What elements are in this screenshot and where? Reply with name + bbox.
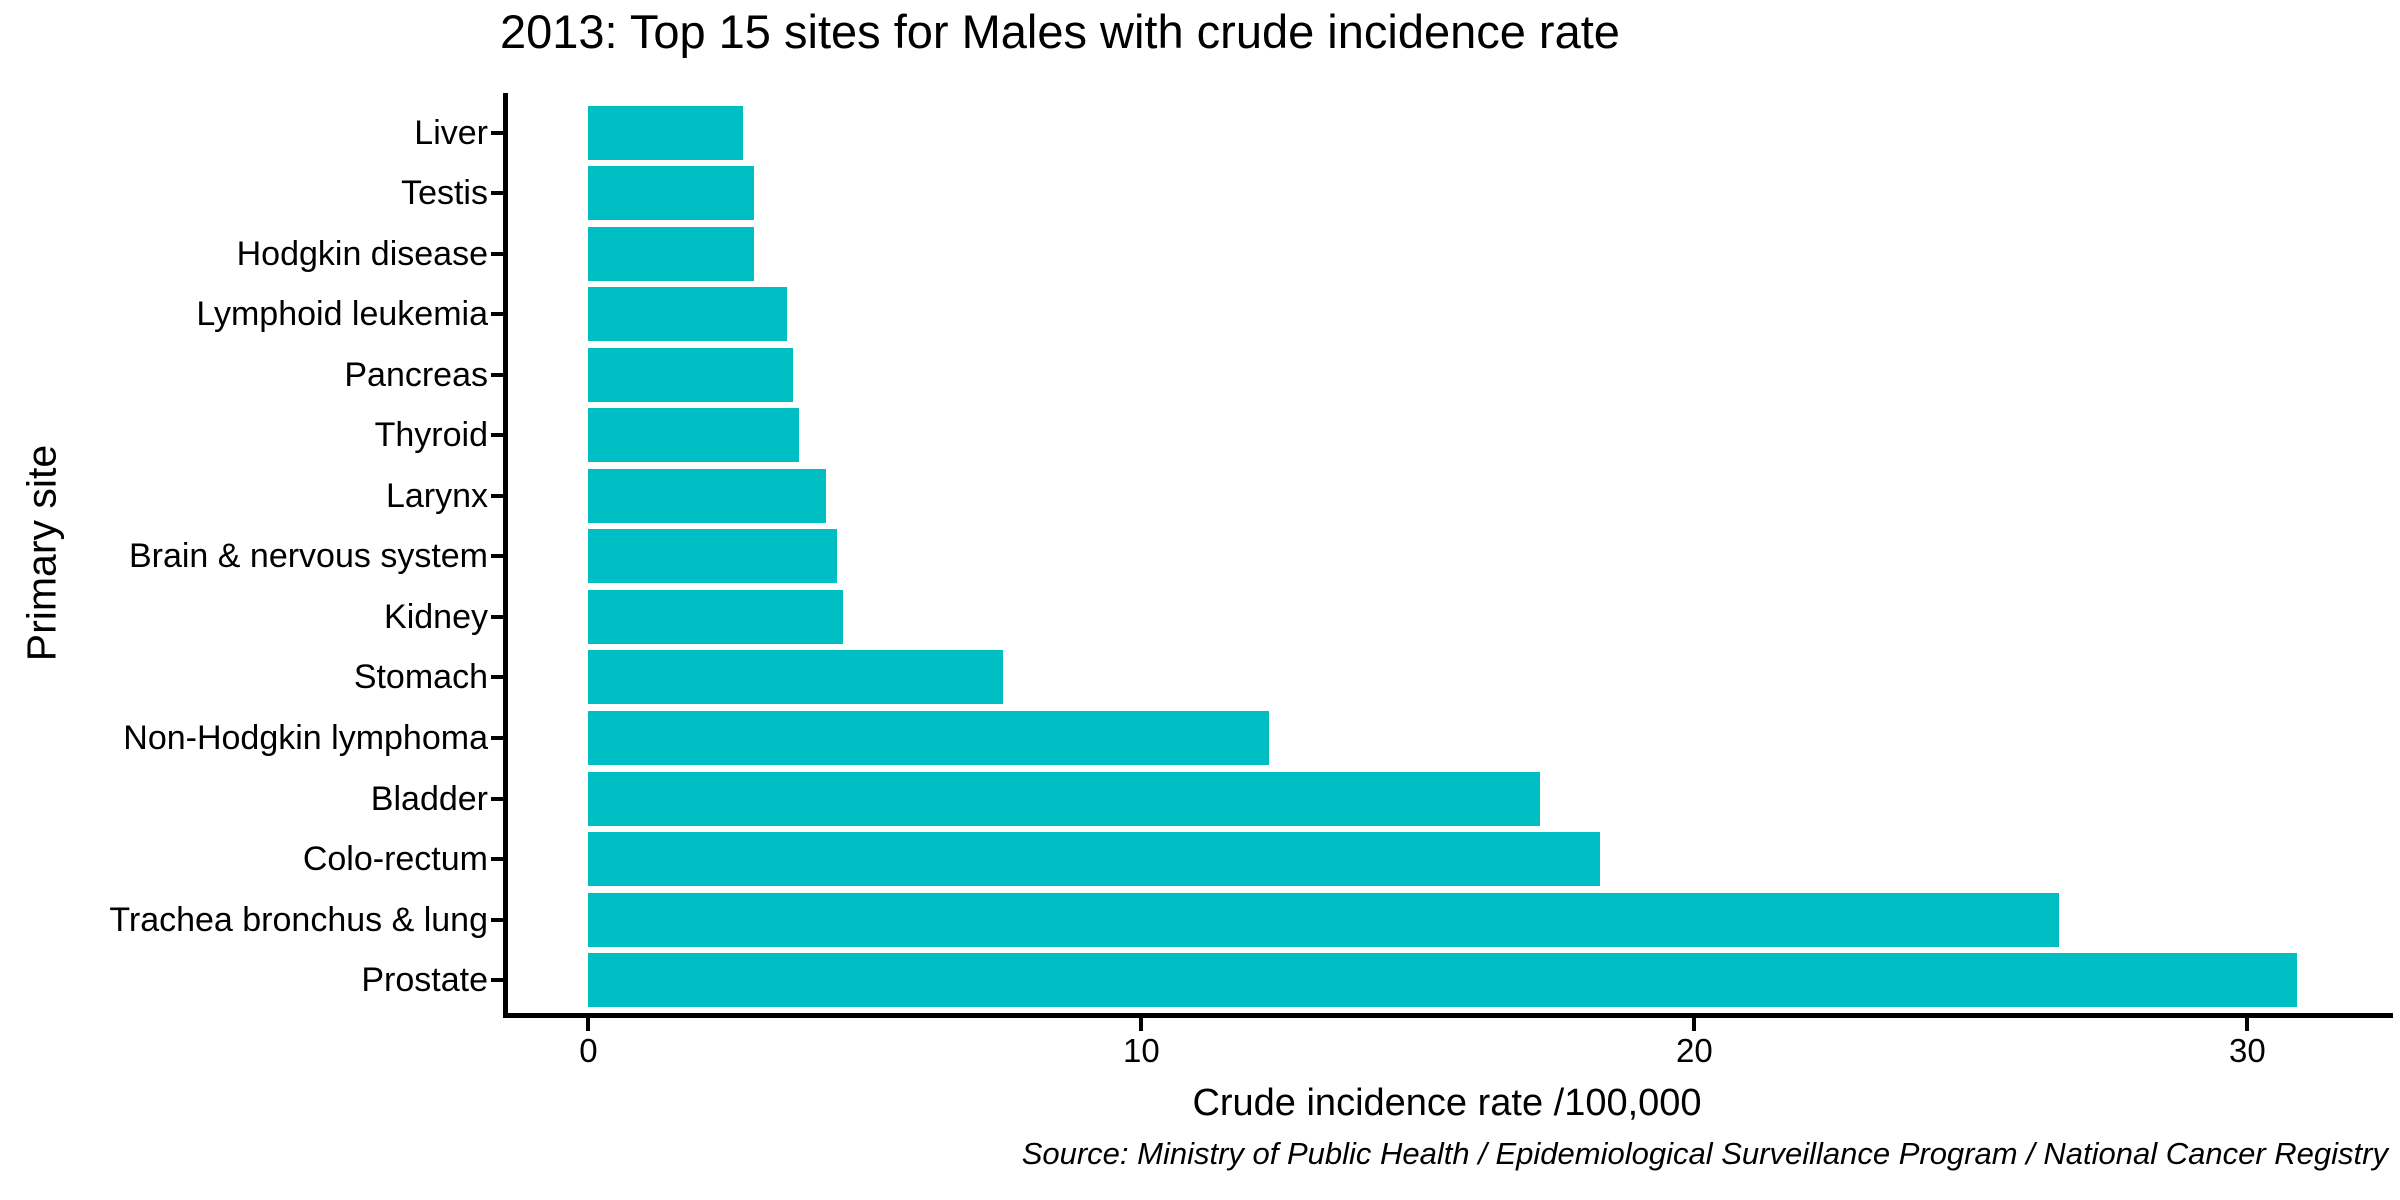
x-tick-mark [2245, 1018, 2250, 1031]
x-axis-line [503, 1013, 2393, 1018]
category-label: Bladder [370, 779, 488, 818]
category-label: Lymphoid leukemia [196, 295, 488, 334]
category-label: Larynx [385, 476, 488, 515]
bar-liver [588, 105, 744, 160]
category-label: Prostate [361, 961, 488, 1000]
bar-prostate [588, 953, 2298, 1008]
y-tick-mark [491, 978, 503, 983]
x-tick-mark [586, 1018, 591, 1031]
x-tick-label: 0 [579, 1032, 598, 1069]
y-tick-mark [491, 130, 503, 135]
x-tick-mark [1139, 1018, 1144, 1031]
bar-bladder [588, 771, 1540, 826]
bar-thyroid [588, 408, 799, 463]
y-tick-mark [491, 433, 503, 438]
category-label: Liver [414, 113, 488, 152]
y-tick-mark [491, 493, 503, 498]
category-label: Testis [401, 174, 488, 213]
category-label: Thyroid [374, 416, 488, 455]
bar-stomach [588, 650, 1004, 705]
bar-colo-rectum [588, 832, 1601, 887]
y-tick-mark [491, 372, 503, 377]
category-label: Brain & nervous system [128, 537, 488, 576]
y-tick-mark [491, 554, 503, 559]
bar-non-hodgkin-lymphoma [588, 711, 1269, 765]
category-label: Hodgkin disease [236, 234, 488, 273]
bar-trachea-bronchus-lung [588, 892, 2060, 947]
x-tick-mark [1692, 1018, 1697, 1031]
y-tick-mark [491, 796, 503, 801]
y-tick-mark [491, 191, 503, 196]
category-label: Colo-rectum [302, 840, 488, 879]
plot-panel [505, 93, 2388, 1015]
x-axis-title: Crude incidence rate /100,000 [1192, 1082, 1702, 1124]
bar-kidney [588, 589, 843, 644]
bar-brain-nervous-system [588, 529, 838, 584]
x-tick-label: 30 [2229, 1032, 2266, 1069]
x-tick-label: 10 [1123, 1032, 1160, 1069]
bar-hodgkin-disease [588, 226, 755, 281]
y-tick-mark [491, 917, 503, 922]
source-note: Source: Ministry of Public Health / Epid… [1021, 1136, 2388, 1171]
y-tick-mark [491, 736, 503, 740]
y-tick-mark [491, 614, 503, 619]
y-tick-mark [491, 251, 503, 256]
y-tick-mark [491, 675, 503, 680]
y-tick-mark [491, 312, 503, 317]
chart-title: 2013: Top 15 sites for Males with crude … [500, 5, 1620, 58]
y-axis-line [503, 93, 508, 1018]
category-label: Non-Hodgkin lymphoma [123, 719, 488, 757]
category-label: Kidney [384, 597, 488, 636]
y-tick-mark [491, 857, 503, 862]
category-label: Trachea bronchus & lung [109, 900, 488, 939]
bar-pancreas [588, 347, 793, 402]
x-tick-label: 20 [1676, 1032, 1713, 1069]
category-label: Stomach [353, 658, 488, 697]
category-label: Pancreas [344, 355, 488, 394]
bar-testis [588, 166, 755, 221]
bar-larynx [588, 468, 827, 523]
bar-lymphoid-leukemia [588, 287, 788, 342]
